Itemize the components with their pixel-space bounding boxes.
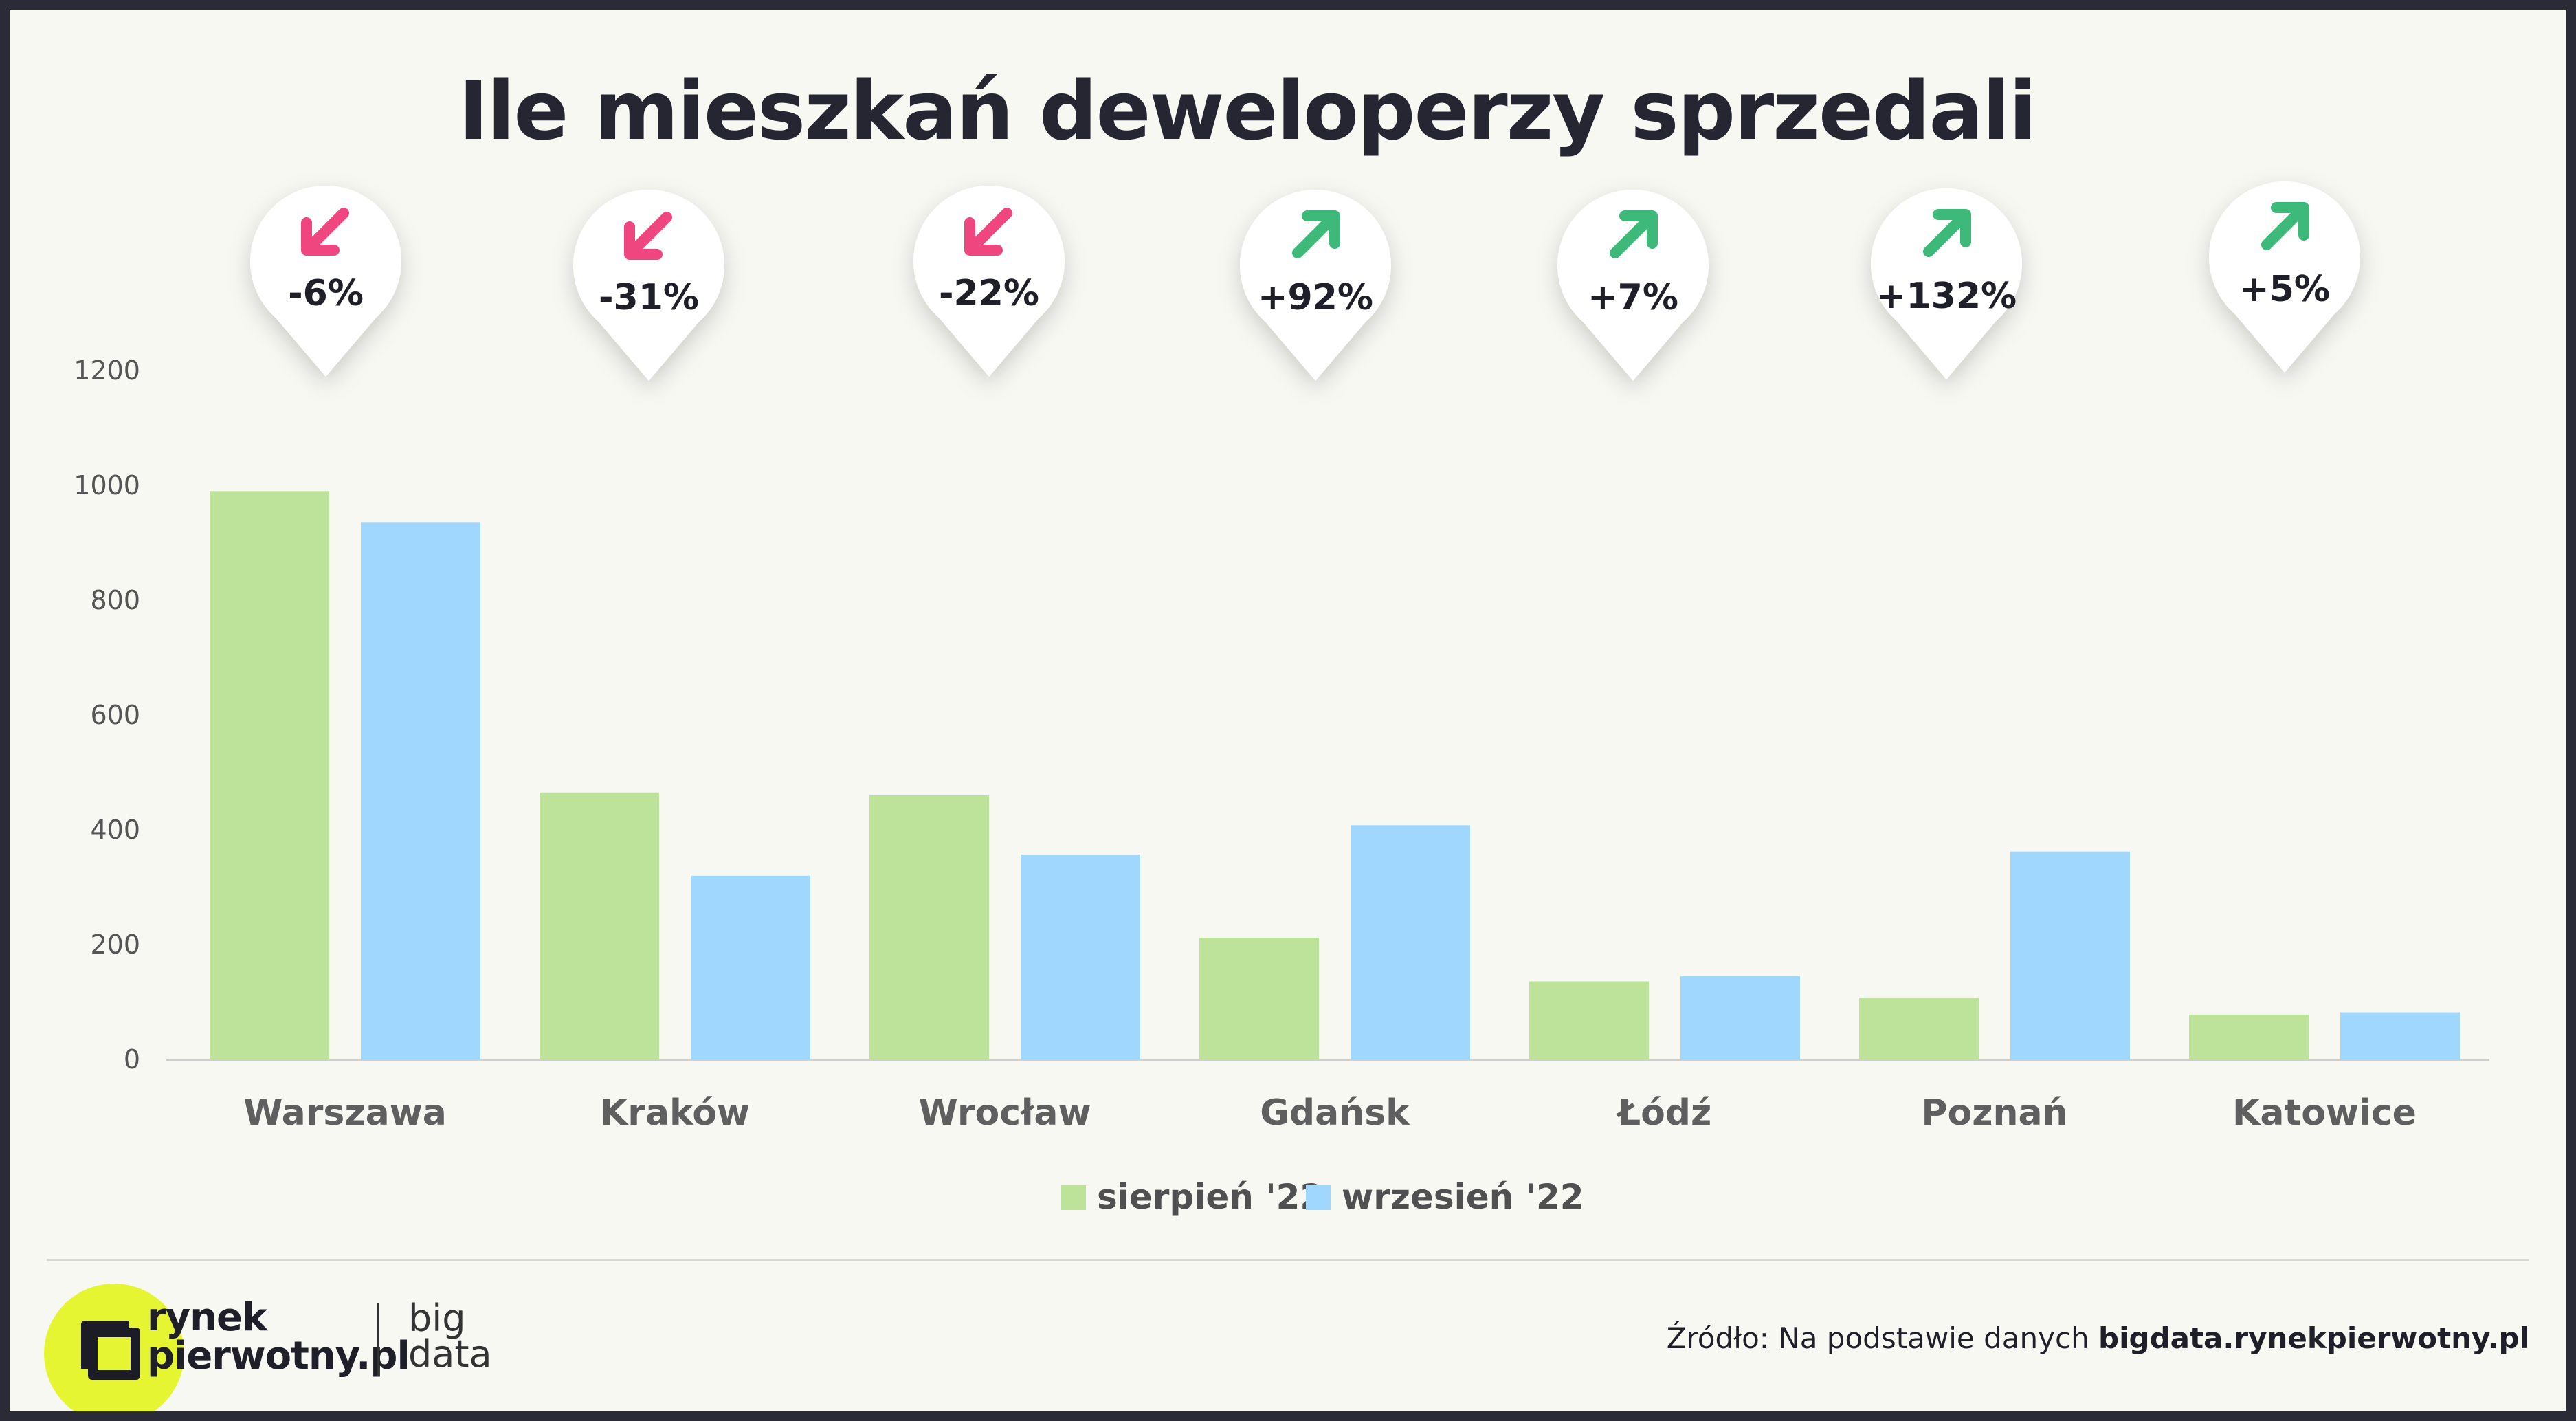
arrow-up-right-icon — [1292, 210, 1340, 258]
arrow-down-left-icon — [964, 208, 1012, 256]
x-category-label: Kraków — [600, 1092, 750, 1134]
bar-wrzesien-4 — [1680, 976, 1800, 1059]
y-tick-label: 1000 — [74, 470, 140, 500]
x-category-label: Wrocław — [918, 1092, 1091, 1134]
change-pin-1 — [573, 190, 724, 381]
x-category-label: Łódź — [1616, 1092, 1712, 1134]
y-tick-label: 0 — [124, 1044, 140, 1075]
bar-sierpien-4 — [1529, 981, 1649, 1059]
legend-label-0: sierpień '22 — [1097, 1177, 1324, 1217]
bar-wrzesien-0 — [361, 522, 480, 1059]
y-tick-label: 400 — [90, 815, 140, 845]
x-category-label: Warszawa — [243, 1092, 447, 1134]
infographic-frame: Ile mieszkań deweloperzy sprzedali -6% -3… — [10, 10, 2566, 1411]
y-tick-label: 800 — [90, 585, 140, 615]
change-percent-label: +132% — [1876, 276, 2017, 317]
bar-chart: -6% -31% -22% +92% +7% +132% +5% 0 200 400 600 800… — [74, 181, 2489, 1217]
change-percent-label: -22% — [939, 273, 1039, 314]
arrow-up-right-icon — [2261, 202, 2309, 250]
arrow-down-left-icon — [624, 212, 672, 260]
pin-shape — [573, 190, 724, 381]
bigdata-label-line2: data — [408, 1332, 492, 1376]
arrow-up-right-icon — [1923, 209, 1971, 257]
bar-wrzesien-2 — [1021, 854, 1140, 1059]
rynekpierwotny-logo-icon — [44, 1284, 184, 1411]
bar-wrzesien-1 — [691, 875, 810, 1059]
pin-shape — [1557, 189, 1709, 381]
change-pin-6 — [2209, 181, 2360, 373]
x-category-label: Poznań — [1921, 1092, 2067, 1134]
change-pin-5 — [1871, 188, 2022, 379]
change-percent-label: +7% — [1588, 277, 1678, 318]
source-link-text: bigdata.rynekpierwotny.pl — [2098, 1321, 2529, 1355]
x-category-label: Katowice — [2232, 1092, 2417, 1134]
bar-sierpien-5 — [1859, 997, 1979, 1059]
arrow-down-left-icon — [301, 208, 349, 256]
source-note: Źródło: Na podstawie danych bigdata.ryne… — [1667, 1321, 2529, 1355]
y-tick-label: 200 — [90, 929, 140, 960]
change-percent-label: +5% — [2239, 269, 2330, 310]
brand-separator — [377, 1303, 379, 1376]
legend-label-1: wrzesień '22 — [1342, 1177, 1584, 1217]
pin-shape — [249, 185, 401, 377]
change-pin-4 — [1557, 189, 1709, 381]
bar-wrzesien-3 — [1351, 825, 1470, 1059]
arrow-up-right-icon — [1610, 210, 1658, 258]
source-prefix: Źródło: Na podstawie danych — [1666, 1321, 2099, 1355]
change-percent-label: +92% — [1258, 277, 1373, 318]
change-pin-0 — [249, 185, 401, 377]
bar-sierpien-1 — [540, 792, 659, 1059]
bar-sierpien-3 — [1199, 937, 1319, 1059]
brand-name-line1: rynek — [147, 1295, 267, 1340]
x-category-label: Gdańsk — [1260, 1092, 1410, 1134]
bar-sierpien-0 — [210, 491, 329, 1059]
chart-title: Ile mieszkań deweloperzy sprzedali — [458, 63, 2036, 158]
bigdata-label-line1: big — [408, 1297, 466, 1340]
bar-wrzesien-5 — [2010, 851, 2130, 1059]
pin-shape — [2209, 181, 2360, 373]
bar-sierpien-6 — [2189, 1014, 2309, 1059]
change-pin-3 — [1240, 190, 1391, 381]
change-percent-label: -31% — [599, 277, 699, 318]
change-pin-2 — [913, 185, 1065, 377]
bar-wrzesien-6 — [2340, 1012, 2460, 1059]
pin-shape — [1240, 190, 1391, 381]
brand-name-line2: pierwotny.pl — [147, 1334, 410, 1378]
legend-swatch-1 — [1306, 1185, 1331, 1210]
change-percent-label: -6% — [288, 273, 364, 314]
pin-shape — [913, 185, 1065, 377]
logo-square-shape — [81, 1321, 140, 1380]
bar-sierpien-2 — [869, 795, 989, 1059]
pin-shape — [1871, 188, 2022, 379]
footer-divider — [47, 1259, 2529, 1261]
y-tick-label: 1200 — [74, 355, 140, 386]
y-tick-label: 600 — [90, 700, 140, 730]
legend-swatch-0 — [1061, 1185, 1086, 1210]
